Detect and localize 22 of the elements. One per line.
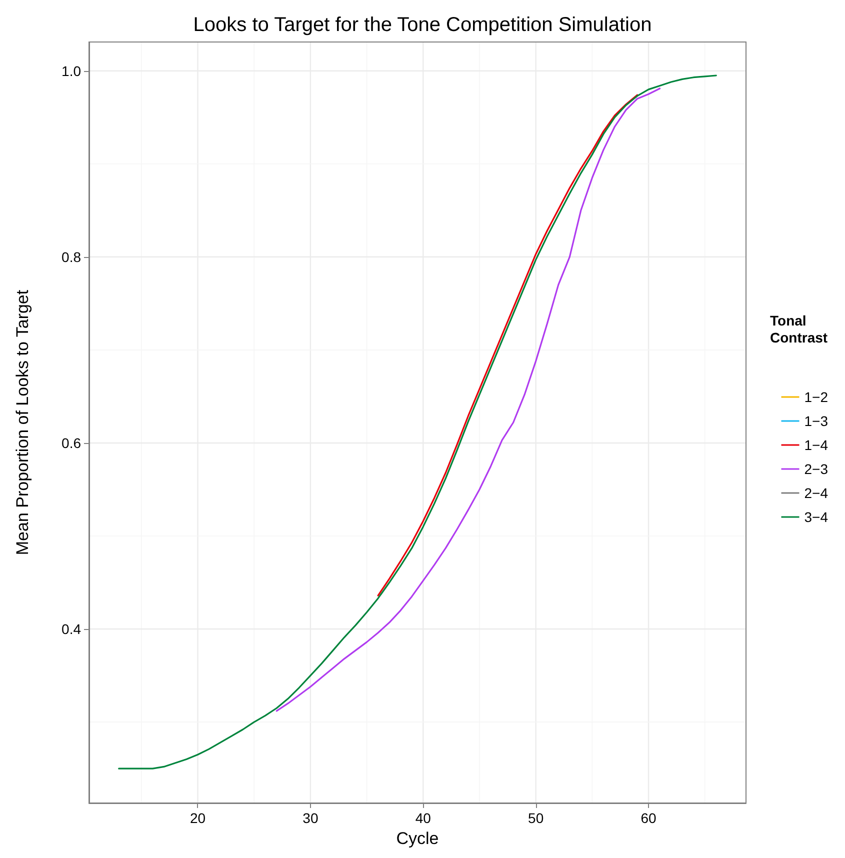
x-tick-label: 60 xyxy=(640,810,657,826)
x-tick-label: 40 xyxy=(415,810,432,826)
x-tick-label: 20 xyxy=(190,810,206,826)
chart-title: Looks to Target for the Tone Competition Simulation xyxy=(193,14,652,36)
legend-label: 2−4 xyxy=(804,485,828,501)
y-tick-label: 0.6 xyxy=(62,434,82,451)
x-axis-title: Cycle xyxy=(396,828,439,848)
line-series xyxy=(118,74,717,770)
x-tick-label: 30 xyxy=(302,810,318,826)
y-tick-label: 1.0 xyxy=(62,62,82,79)
legend-label: 1−3 xyxy=(804,413,828,429)
legend-label: 2−3 xyxy=(804,461,828,477)
line-series xyxy=(377,94,638,596)
legend-label: 1−2 xyxy=(804,389,828,405)
line-series xyxy=(276,88,661,712)
y-axis-title: Mean Proportion of Looks to Target xyxy=(13,290,32,556)
legend-label: 3−4 xyxy=(804,509,828,525)
legend-label: 1−4 xyxy=(804,437,828,453)
y-tick-label: 0.8 xyxy=(62,248,82,265)
y-tick-label: 0.4 xyxy=(62,621,82,638)
legend-title: Tonal Contrast xyxy=(770,312,828,346)
x-tick-label: 50 xyxy=(528,810,544,826)
